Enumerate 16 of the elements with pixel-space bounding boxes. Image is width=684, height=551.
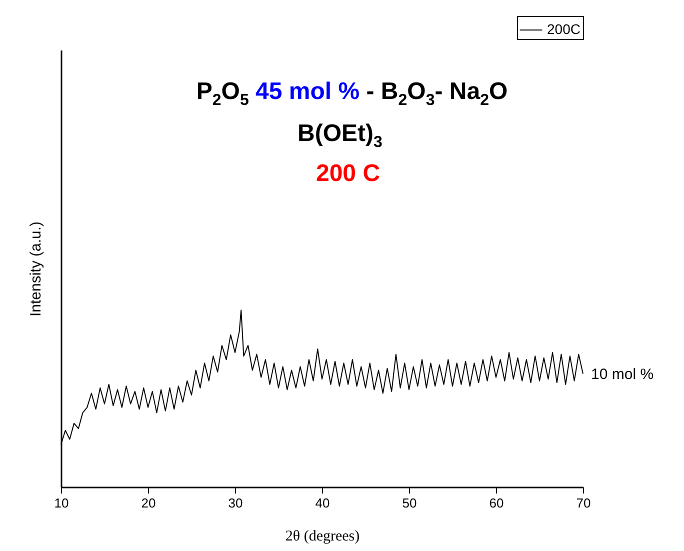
text: 200 C [316, 160, 380, 187]
text: - B$_{2}$O$_{3}$- Na$_{2}$O [366, 78, 508, 109]
x-tick-label: 10 [54, 496, 69, 510]
x-tick-label: 20 [141, 496, 156, 510]
text: P$_{2}$O$_{5}$ [196, 78, 249, 109]
legend-label: 200C [547, 21, 580, 37]
x-tick-label: 30 [228, 496, 243, 510]
x-axis-title: 2θ (degrees) [285, 528, 360, 544]
x-tick-label: 50 [402, 496, 417, 510]
x-tick-label: 60 [489, 496, 504, 510]
x-tick-label: 40 [315, 496, 330, 510]
x-tick-label: 70 [576, 496, 591, 510]
y-axis-title: Intensity (a.u.) [28, 221, 44, 317]
text: 45 mol % [256, 78, 360, 105]
text: B(OEt)$_{3}$ [298, 120, 382, 151]
annotation: 10 mol % [591, 366, 654, 383]
